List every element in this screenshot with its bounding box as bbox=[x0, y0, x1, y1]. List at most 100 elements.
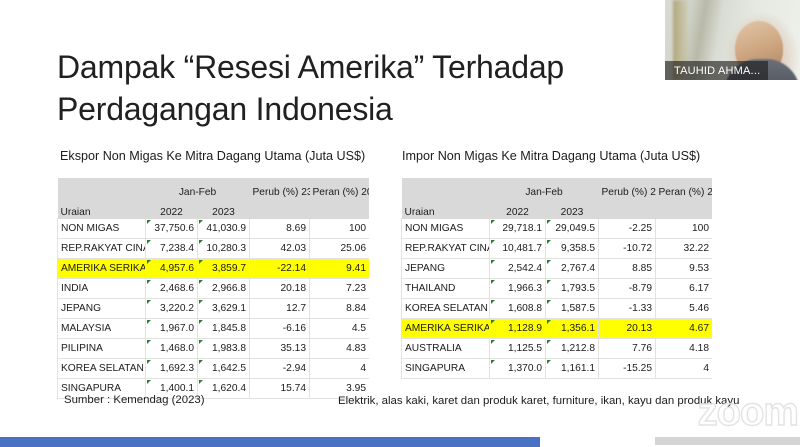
header-spacer-perub bbox=[598, 198, 656, 219]
cell-country: NON MIGAS bbox=[401, 217, 490, 239]
cell-share-pct: 7.23 bbox=[309, 277, 369, 299]
cell-country: NON MIGAS bbox=[57, 217, 146, 239]
cell-share-pct: 6.17 bbox=[655, 277, 712, 299]
cell-share-pct: 5.46 bbox=[655, 297, 712, 319]
impor-table: Jan-Feb Perub (%) 23/ Peran (%) 202 Urai… bbox=[401, 178, 712, 379]
table-row: NON MIGAS 37,750.6 41,030.9 8.69 100 bbox=[57, 217, 369, 239]
footer-gray-bar bbox=[655, 437, 800, 445]
cell-value-2023: 9,358.5 bbox=[545, 237, 599, 259]
cell-value-2022: 1,128.9 bbox=[489, 317, 546, 339]
footer-accent-bar bbox=[0, 437, 540, 447]
table-row: KOREA SELATAN 1,692.3 1,642.5 -2.94 4 bbox=[57, 357, 369, 379]
table-row: JEPANG 3,220.2 3,629.1 12.7 8.84 bbox=[57, 297, 369, 319]
table-row: THAILAND 1,966.3 1,793.5 -8.79 6.17 bbox=[401, 277, 712, 299]
cell-country: INDIA bbox=[57, 277, 146, 299]
cell-change-pct: 20.18 bbox=[249, 277, 310, 299]
cell-change-pct: -8.79 bbox=[598, 277, 656, 299]
cell-change-pct: 15.74 bbox=[249, 377, 310, 399]
table-row: JEPANG 2,542.4 2,767.4 8.85 9.53 bbox=[401, 257, 712, 279]
impor-table-body: NON MIGAS 29,718.1 29,049.5 -2.25 100 REP.RAK… bbox=[401, 217, 712, 379]
cell-country: JEPANG bbox=[57, 297, 146, 319]
cell-country: SINGAPURA bbox=[401, 357, 490, 379]
cell-share-pct: 25.06 bbox=[309, 237, 369, 259]
table-row: REP.RAKYAT CINA 10,481.7 9,358.5 -10.72 32.2… bbox=[401, 237, 712, 259]
table-row: MALAYSIA 1,967.0 1,845.8 -6.16 4.5 bbox=[57, 317, 369, 339]
cell-value-2023: 1,845.8 bbox=[197, 317, 250, 339]
cell-value-2022: 7,238.4 bbox=[145, 237, 198, 259]
webcam-video-tile[interactable]: TAUHID AHMA... bbox=[665, 0, 800, 80]
cell-value-2023: 41,030.9 bbox=[197, 217, 250, 239]
cell-value-2022: 4,957.6 bbox=[145, 257, 198, 279]
ekspor-table-caption: Ekspor Non Migas Ke Mitra Dagang Utama (… bbox=[60, 149, 366, 163]
cell-change-pct: 20.13 bbox=[598, 317, 656, 339]
header-peran: Peran (%) 2022 bbox=[309, 178, 369, 199]
header-uraian: Uraian bbox=[57, 198, 146, 219]
cell-value-2022: 1,608.8 bbox=[489, 297, 546, 319]
impor-table-caption: Impor Non Migas Ke Mitra Dagang Utama (J… bbox=[402, 149, 701, 163]
cell-change-pct: 8.85 bbox=[598, 257, 656, 279]
header-row-top: Jan-Feb Perub (%) 23/ Peran (%) 202 bbox=[401, 178, 712, 199]
cell-share-pct: 4 bbox=[309, 357, 369, 379]
cell-change-pct: -6.16 bbox=[249, 317, 310, 339]
cell-value-2023: 1,983.8 bbox=[197, 337, 250, 359]
header-year-2023: 2023 bbox=[545, 198, 599, 219]
header-spacer bbox=[401, 178, 490, 199]
cell-share-pct: 8.84 bbox=[309, 297, 369, 319]
participant-name-label: TAUHID AHMA... bbox=[665, 61, 769, 80]
cell-value-2022: 1,692.3 bbox=[145, 357, 198, 379]
zoom-watermark: zoom bbox=[697, 390, 800, 434]
cell-country: REP.RAKYAT CINA bbox=[57, 237, 146, 259]
cell-country: MALAYSIA bbox=[57, 317, 146, 339]
cell-value-2022: 1,966.3 bbox=[489, 277, 546, 299]
header-group-jan-feb: Jan-Feb bbox=[145, 178, 250, 199]
cell-value-2023: 3,859.7 bbox=[197, 257, 250, 279]
cell-share-pct: 9.53 bbox=[655, 257, 712, 279]
table-row: REP.RAKYAT CINA 7,238.4 10,280.3 42.03 25.06 bbox=[57, 237, 369, 259]
cell-country: AMERIKA SERIKAT bbox=[57, 257, 146, 279]
table-row: PILIPINA 1,468.0 1,983.8 35.13 4.83 bbox=[57, 337, 369, 359]
cell-value-2023: 1,212.8 bbox=[545, 337, 599, 359]
cell-change-pct: 12.7 bbox=[249, 297, 310, 319]
ekspor-table-body: NON MIGAS 37,750.6 41,030.9 8.69 100 REP.RAKY… bbox=[57, 217, 369, 399]
cell-value-2023: 2,767.4 bbox=[545, 257, 599, 279]
cell-change-pct: -15.25 bbox=[598, 357, 656, 379]
header-year-2023: 2023 bbox=[197, 198, 250, 219]
cell-value-2022: 1,370.0 bbox=[489, 357, 546, 379]
cell-country: AUSTRALIA bbox=[401, 337, 490, 359]
table-row: AUSTRALIA 1,125.5 1,212.8 7.76 4.18 bbox=[401, 337, 712, 359]
cell-value-2023: 29,049.5 bbox=[545, 217, 599, 239]
cell-value-2023: 1,793.5 bbox=[545, 277, 599, 299]
cell-change-pct: 42.03 bbox=[249, 237, 310, 259]
cell-share-pct: 100 bbox=[655, 217, 712, 239]
header-perub: Perub (%) 23/ bbox=[598, 178, 656, 199]
header-uraian: Uraian bbox=[401, 198, 490, 219]
header-year-2022: 2022 bbox=[145, 198, 198, 219]
cell-value-2023: 1,161.1 bbox=[545, 357, 599, 379]
table-row: INDIA 2,468.6 2,966.8 20.18 7.23 bbox=[57, 277, 369, 299]
cell-country: JEPANG bbox=[401, 257, 490, 279]
cell-value-2022: 1,967.0 bbox=[145, 317, 198, 339]
table-row: SINGAPURA 1,400.1 1,620.4 15.74 3.95 bbox=[57, 377, 369, 399]
cell-country: SINGAPURA bbox=[57, 377, 146, 399]
cell-share-pct: 4 bbox=[655, 357, 712, 379]
table-row: AMERIKA SERIKAT 1,128.9 1,356.1 20.13 4.67 bbox=[401, 317, 712, 339]
cell-change-pct: 7.76 bbox=[598, 337, 656, 359]
ekspor-table: Jan-Feb Perub (%) 23/22 Peran (%) 2022 U… bbox=[57, 178, 369, 399]
header-spacer bbox=[57, 178, 146, 199]
impor-table-header: Jan-Feb Perub (%) 23/ Peran (%) 202 Urai… bbox=[401, 178, 712, 219]
cell-change-pct: -2.94 bbox=[249, 357, 310, 379]
cell-value-2022: 29,718.1 bbox=[489, 217, 546, 239]
cell-share-pct: 4.5 bbox=[309, 317, 369, 339]
cell-value-2022: 2,542.4 bbox=[489, 257, 546, 279]
cell-value-2023: 2,966.8 bbox=[197, 277, 250, 299]
cell-share-pct: 4.18 bbox=[655, 337, 712, 359]
header-perub: Perub (%) 23/22 bbox=[249, 178, 310, 199]
cell-country: KOREA SELATAN bbox=[401, 297, 490, 319]
cell-country: THAILAND bbox=[401, 277, 490, 299]
cell-value-2022: 10,481.7 bbox=[489, 237, 546, 259]
table-row: AMERIKA SERIKAT 4,957.6 3,859.7 -22.14 9.41 bbox=[57, 257, 369, 279]
cell-value-2023: 1,587.5 bbox=[545, 297, 599, 319]
cell-share-pct: 100 bbox=[309, 217, 369, 239]
header-spacer-peran bbox=[655, 198, 712, 219]
